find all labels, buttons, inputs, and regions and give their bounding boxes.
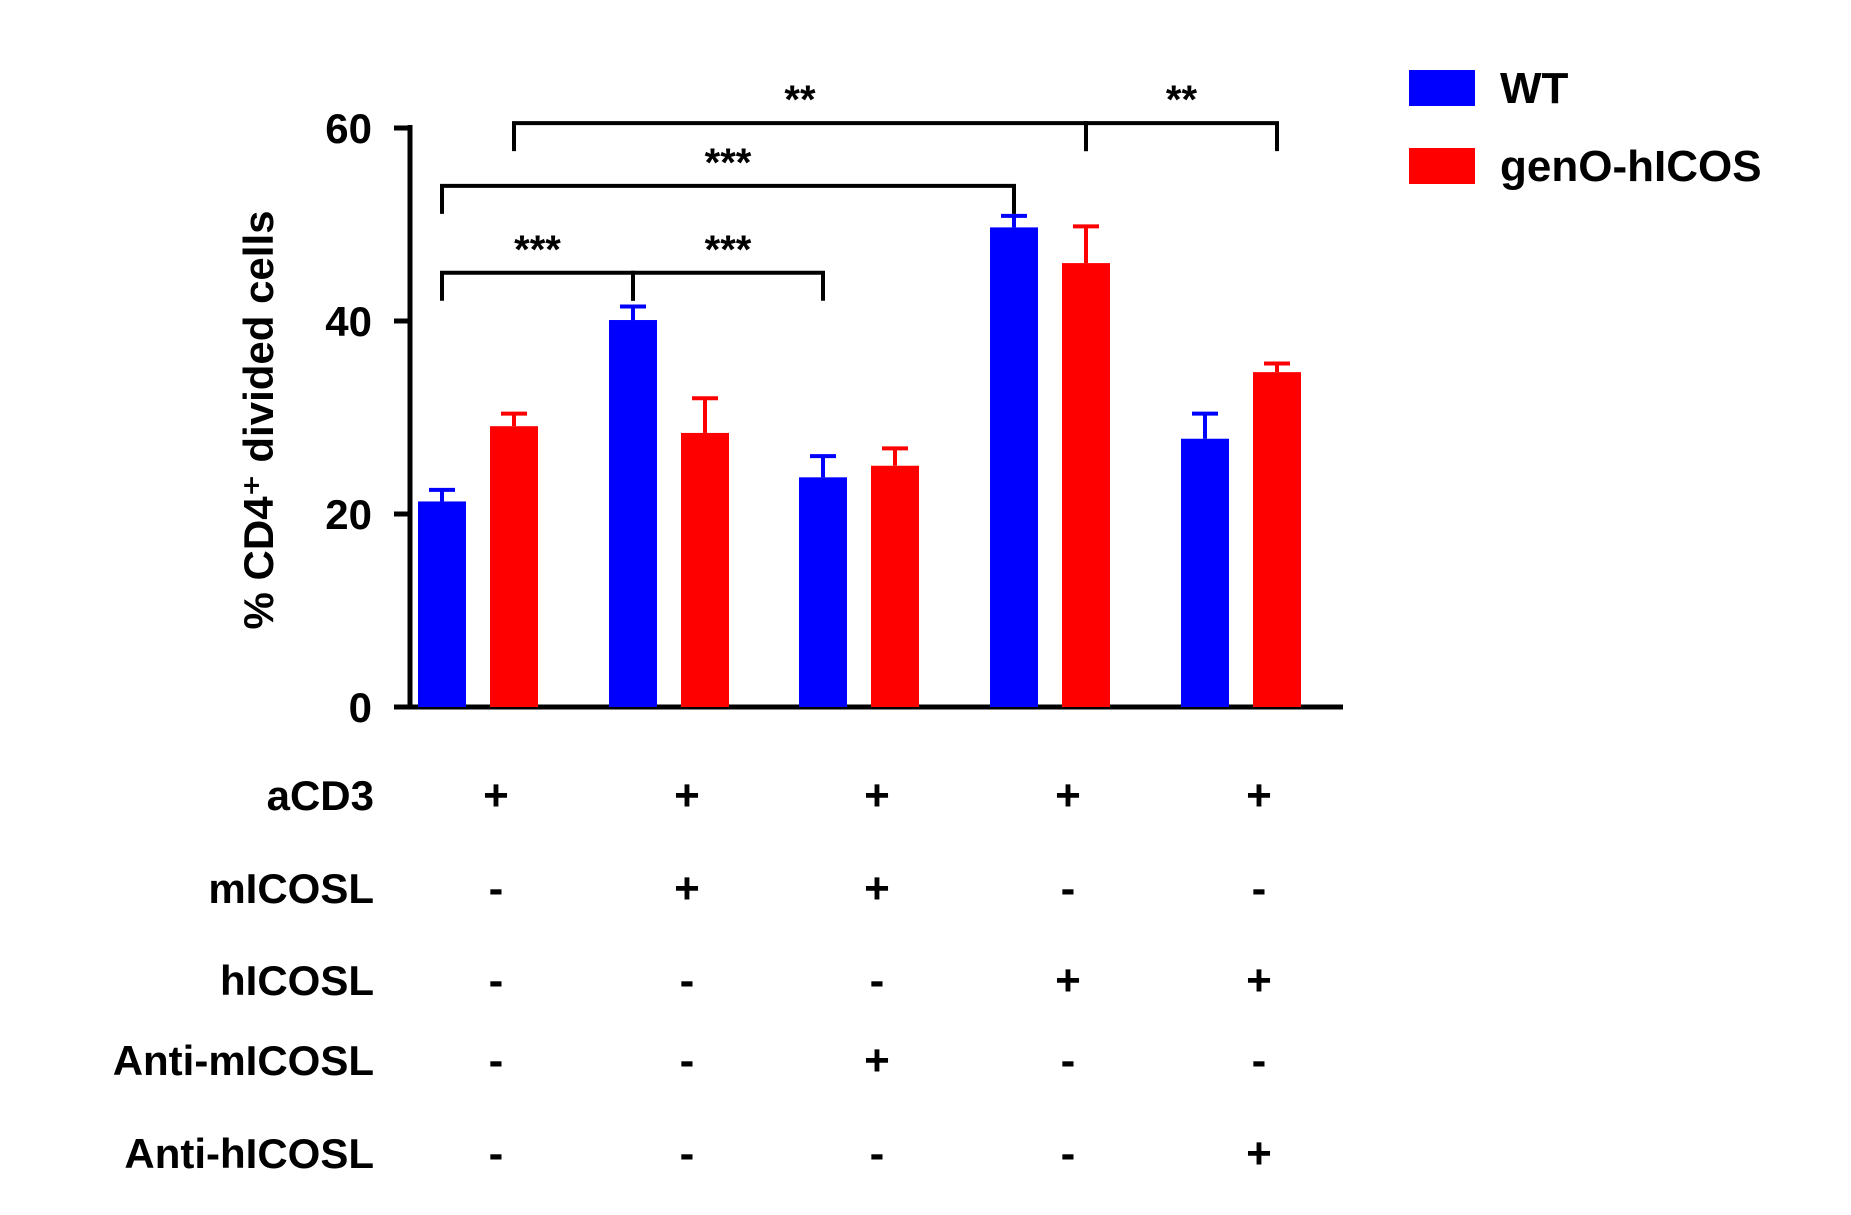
bars <box>418 213 1301 707</box>
condition-value: - <box>680 1036 695 1085</box>
condition-row-label: mICOSL <box>208 865 374 912</box>
y-axis-label: % CD4⁺ divided cells <box>235 211 282 630</box>
significance-label: *** <box>705 141 752 185</box>
condition-value: + <box>864 771 890 820</box>
bar <box>1062 263 1110 707</box>
condition-value: + <box>483 771 509 820</box>
condition-value: + <box>674 771 700 820</box>
bar <box>609 320 657 707</box>
condition-value: + <box>864 864 890 913</box>
condition-value: + <box>864 1036 890 1085</box>
condition-row-label: hICOSL <box>220 957 374 1004</box>
condition-row-label: Anti-mICOSL <box>113 1037 374 1084</box>
condition-value: - <box>489 864 504 913</box>
y-tick-label: 20 <box>325 491 372 538</box>
condition-value: - <box>870 956 885 1005</box>
significance-label: *** <box>514 228 561 272</box>
legend-swatch <box>1409 70 1475 106</box>
condition-value: - <box>870 1129 885 1178</box>
bar <box>799 477 847 707</box>
significance-bracket <box>440 270 635 301</box>
bar <box>871 465 919 707</box>
condition-value: + <box>1246 1129 1272 1178</box>
condition-value: + <box>1055 771 1081 820</box>
significance-bracket <box>440 183 1016 214</box>
legend-swatch <box>1409 148 1475 184</box>
y-tick-label: 0 <box>349 684 372 731</box>
condition-value: + <box>1246 771 1272 820</box>
significance-bracket <box>631 270 825 301</box>
bar <box>1253 372 1301 707</box>
condition-value: - <box>680 1129 695 1178</box>
legend: WT genO-hICOS <box>1409 64 1762 191</box>
bar <box>418 501 466 707</box>
significance-bracket <box>1084 121 1279 152</box>
legend-label: WT <box>1500 64 1569 113</box>
significance-label: ** <box>1166 78 1198 122</box>
condition-row-label: aCD3 <box>267 772 374 819</box>
bar <box>681 432 729 707</box>
significance-bracket <box>512 121 1088 152</box>
condition-value: - <box>489 956 504 1005</box>
y-tick-label: 40 <box>325 298 372 345</box>
condition-value: + <box>674 864 700 913</box>
significance-label: *** <box>705 228 752 272</box>
condition-value: - <box>1252 864 1267 913</box>
condition-value: - <box>680 956 695 1005</box>
condition-value: + <box>1246 956 1272 1005</box>
y-tick-label: 60 <box>325 105 372 152</box>
significance-brackets: *** ******** ** <box>440 78 1279 301</box>
condition-row-label: Anti-hICOSL <box>124 1130 374 1177</box>
y-ticks: 0 20 40 60 <box>325 105 410 731</box>
condition-value: - <box>489 1129 504 1178</box>
condition-table: aCD3 + + + + + mICOSL - + + - - hICOSL - - - + + Anti-mICO… <box>113 771 1272 1178</box>
legend-label: genO-hICOS <box>1500 142 1762 191</box>
significance-label: ** <box>784 78 816 122</box>
bar <box>990 227 1038 707</box>
condition-value: - <box>489 1036 504 1085</box>
condition-value: - <box>1061 1036 1076 1085</box>
condition-value: - <box>1061 864 1076 913</box>
bar <box>1181 438 1229 707</box>
condition-value: + <box>1055 956 1081 1005</box>
bar <box>490 426 538 707</box>
condition-value: - <box>1061 1129 1076 1178</box>
condition-value: - <box>1252 1036 1267 1085</box>
